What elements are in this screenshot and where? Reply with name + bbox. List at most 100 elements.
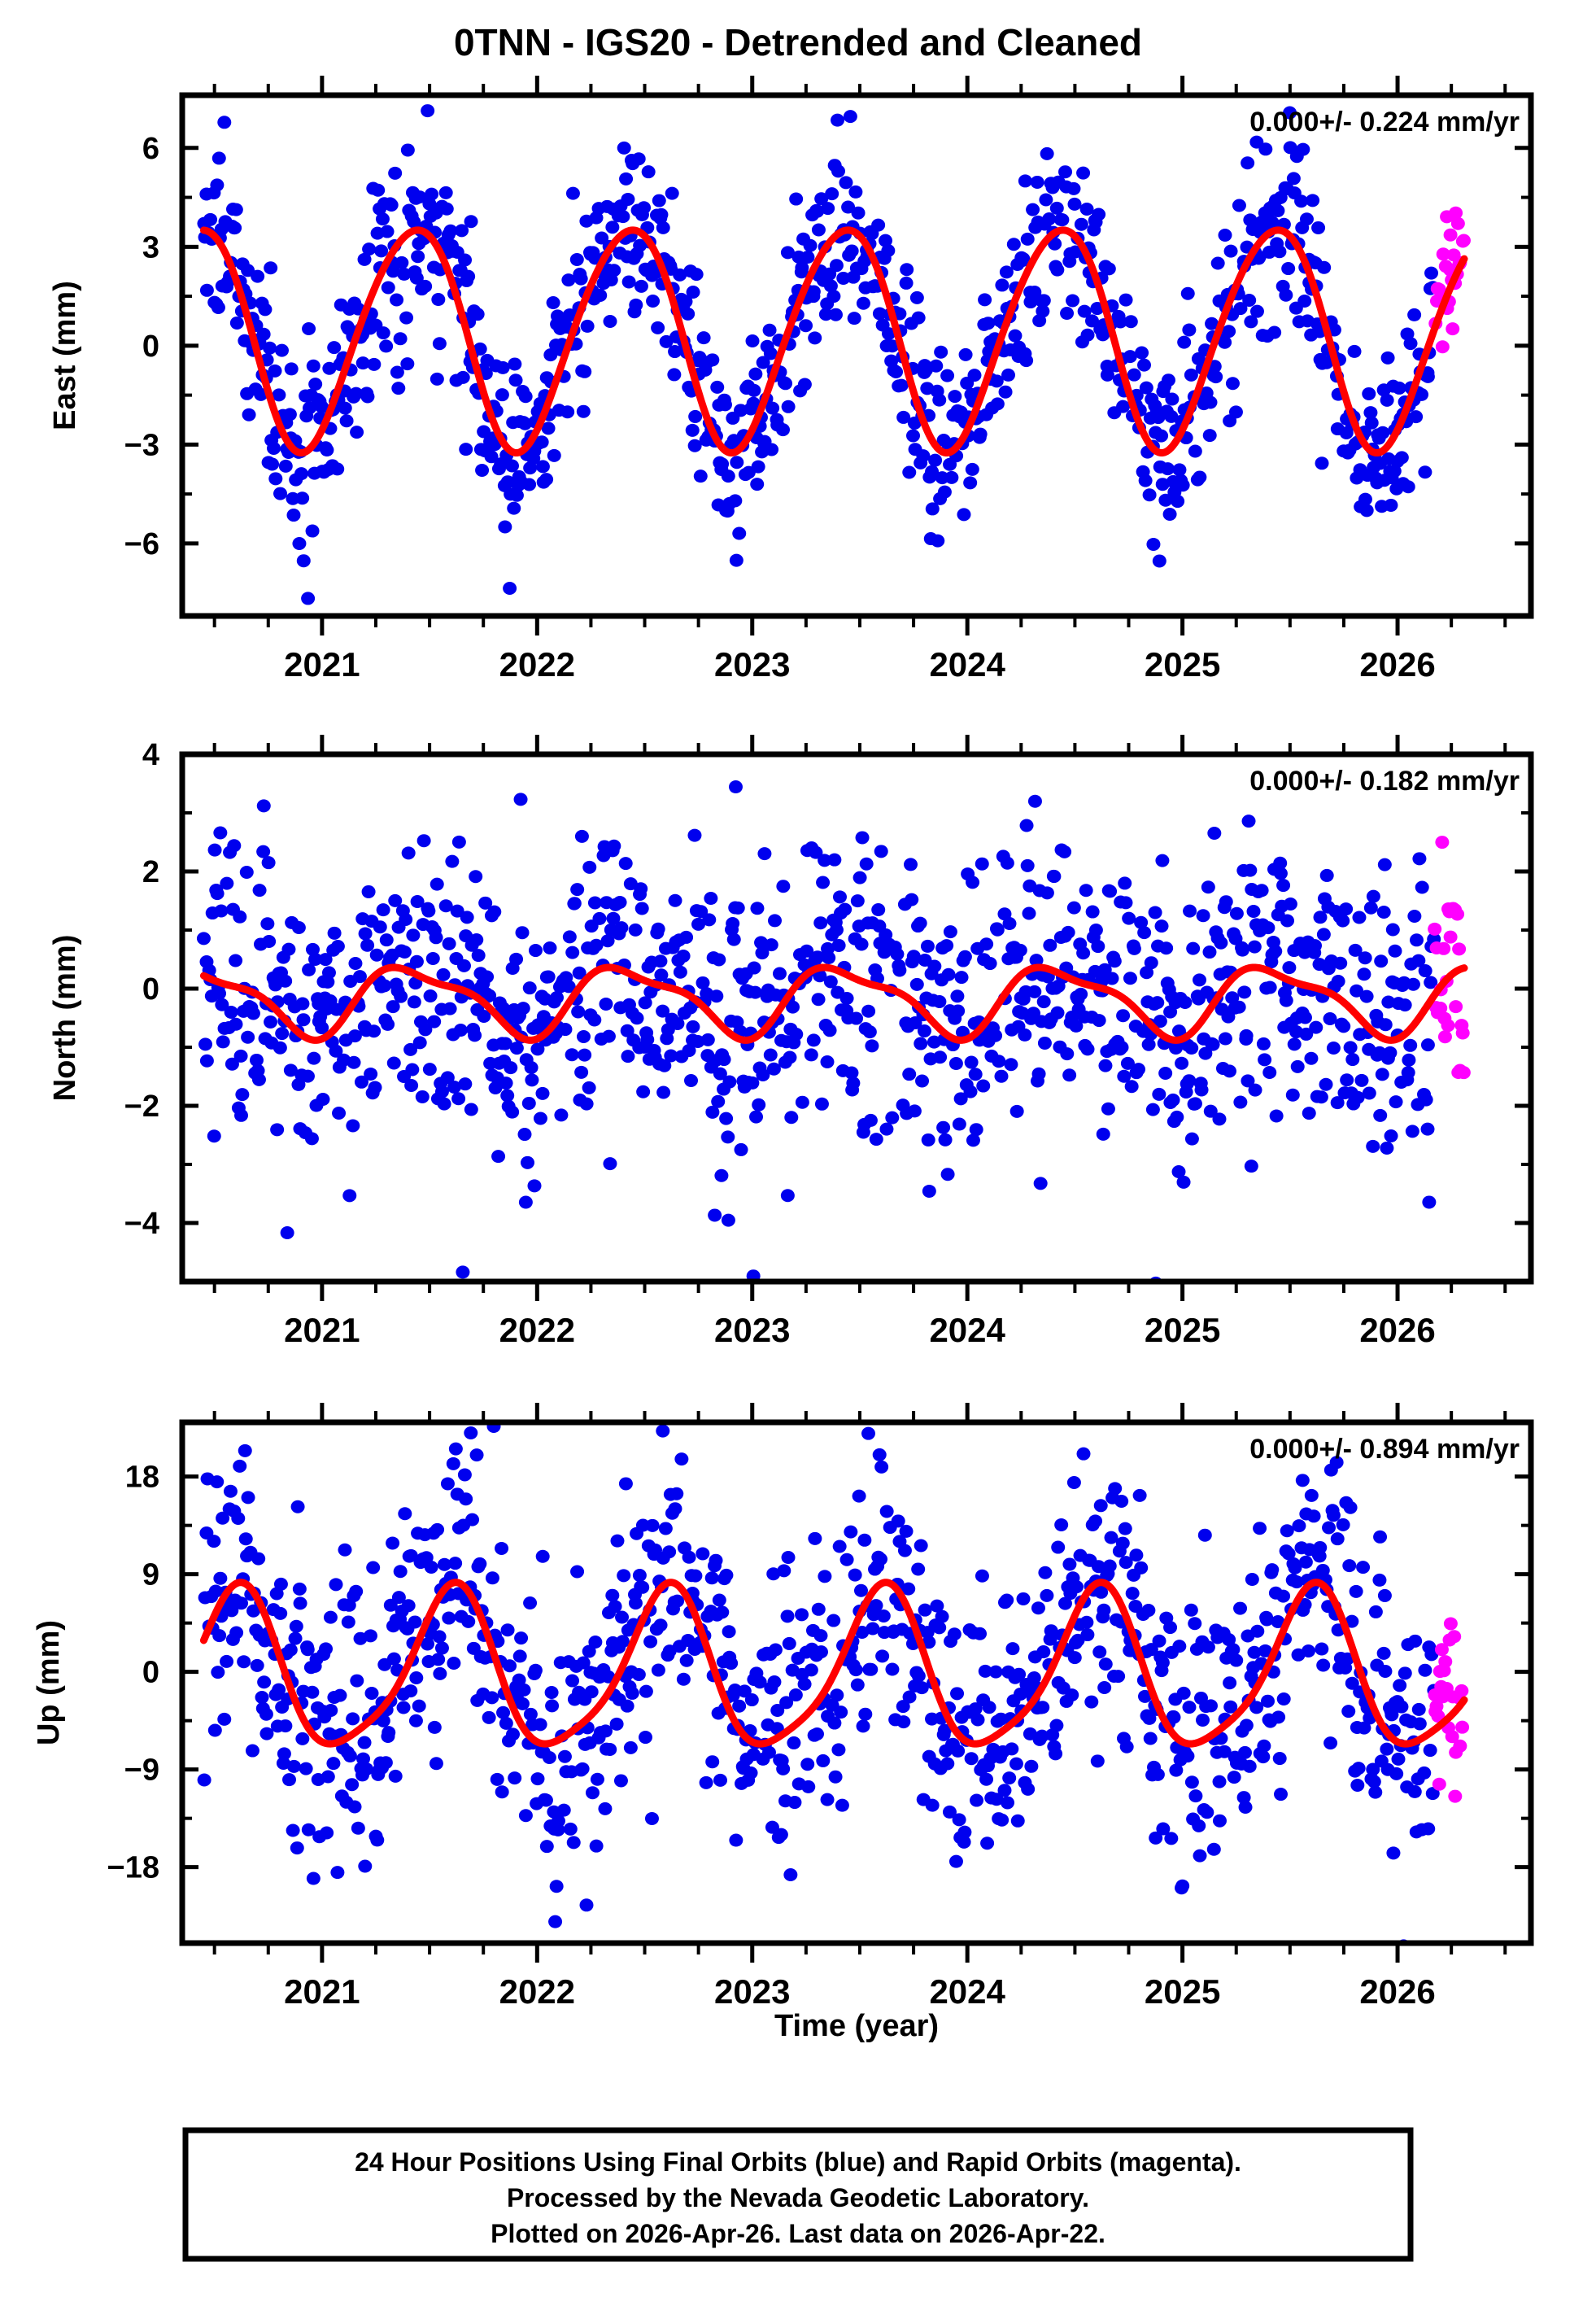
data-point-final: [973, 427, 988, 441]
data-point-final: [1024, 1759, 1039, 1773]
data-point-final: [330, 1866, 345, 1880]
data-point-final: [634, 902, 649, 915]
data-point-final: [1283, 106, 1297, 120]
x-axis-label: Time (year): [774, 2009, 939, 2043]
y-tick-label-east-4: −6: [124, 527, 159, 561]
data-point-final: [998, 385, 1013, 399]
data-point-final: [430, 877, 444, 891]
data-point-final: [916, 449, 931, 463]
data-point-final: [391, 1591, 406, 1605]
data-point-final: [551, 1814, 565, 1828]
data-point-final: [1227, 1771, 1241, 1784]
data-point-rapid: [1428, 922, 1442, 936]
data-point-final: [346, 1119, 360, 1133]
data-point-final: [615, 1635, 630, 1649]
data-point-final: [576, 1029, 591, 1043]
data-point-final: [795, 1095, 809, 1109]
data-point-final: [1019, 354, 1034, 368]
data-point-final: [940, 1168, 955, 1181]
data-point-final: [574, 829, 589, 843]
data-point-final: [437, 1097, 451, 1111]
data-point-final: [562, 930, 577, 944]
data-point-rapid: [1433, 1002, 1448, 1015]
data-point-final: [1398, 998, 1412, 1012]
data-point-final: [424, 1560, 438, 1574]
data-point-final: [425, 951, 440, 965]
data-point-final: [584, 1685, 599, 1699]
data-point-final: [224, 1005, 238, 1019]
data-point-final: [1165, 392, 1180, 406]
data-point-final: [351, 1821, 365, 1835]
data-point-final: [1280, 1524, 1294, 1538]
data-point-final: [570, 883, 585, 897]
data-point-final: [509, 488, 524, 502]
data-point-final: [1037, 1036, 1052, 1050]
data-point-final: [1166, 1710, 1181, 1724]
data-point-final: [278, 459, 293, 473]
data-point-final: [464, 215, 478, 229]
data-point-final: [356, 1752, 371, 1766]
data-point-final: [458, 1077, 473, 1091]
data-point-final: [386, 1056, 401, 1070]
data-point-final: [618, 857, 633, 871]
y-axis-label-north: North (mm): [48, 935, 82, 1102]
data-point-final: [609, 1717, 624, 1731]
data-point-final: [207, 1129, 221, 1143]
data-point-final: [1271, 1710, 1286, 1724]
data-point-final: [761, 1745, 776, 1759]
data-point-final: [1262, 245, 1276, 259]
data-point-final: [964, 1752, 979, 1766]
data-point-final: [1092, 207, 1106, 221]
data-point-final: [369, 948, 384, 962]
data-point-final: [816, 1754, 831, 1767]
data-point-final: [256, 799, 271, 813]
data-point-final: [879, 1122, 894, 1136]
data-point-final: [866, 1622, 880, 1636]
data-point-final: [954, 971, 969, 985]
data-point-final: [1249, 304, 1264, 318]
data-point-final: [212, 986, 227, 1000]
data-point-final: [1050, 1006, 1065, 1020]
data-point-final: [1423, 1744, 1437, 1758]
data-point-final: [617, 141, 631, 155]
data-point-final: [631, 1667, 646, 1681]
data-point-final: [446, 1457, 460, 1470]
data-point-rapid: [1434, 1643, 1449, 1657]
data-point-final: [679, 930, 694, 944]
data-point-final: [305, 524, 320, 538]
data-point-final: [950, 989, 965, 1003]
data-point-final: [1330, 1532, 1345, 1546]
data-point-final: [348, 957, 363, 970]
data-point-final: [480, 970, 495, 984]
data-point-final: [763, 347, 778, 360]
data-point-final: [1134, 1561, 1149, 1574]
data-point-final: [1417, 1766, 1432, 1780]
data-point-final: [617, 1569, 631, 1583]
data-point-final: [485, 1571, 499, 1585]
data-point-final: [1237, 985, 1252, 999]
data-point-final: [1080, 1042, 1095, 1056]
data-point-final: [1162, 507, 1177, 521]
data-point-final: [911, 1562, 926, 1576]
data-point-final: [929, 359, 944, 373]
data-point-final: [1326, 1042, 1341, 1055]
data-point-final: [278, 1719, 293, 1733]
data-point-final: [606, 911, 621, 925]
data-point-final: [1373, 1108, 1388, 1122]
data-point-final: [514, 1631, 529, 1645]
data-point-final: [1062, 1557, 1077, 1571]
data-point-final: [238, 1532, 253, 1546]
data-point-final: [1101, 1102, 1115, 1116]
data-point-final: [705, 1755, 720, 1769]
data-point-final: [1068, 245, 1083, 259]
data-point-final: [688, 409, 703, 423]
data-point-final: [286, 1759, 301, 1773]
data-point-final: [300, 1643, 315, 1657]
data-point-final: [1406, 977, 1420, 991]
data-point-final: [615, 1610, 630, 1624]
data-point-final: [1368, 1785, 1383, 1799]
data-point-final: [1272, 1752, 1287, 1766]
data-point-final: [801, 1780, 816, 1793]
data-point-final: [788, 1688, 803, 1702]
data-point-final: [1415, 880, 1429, 894]
